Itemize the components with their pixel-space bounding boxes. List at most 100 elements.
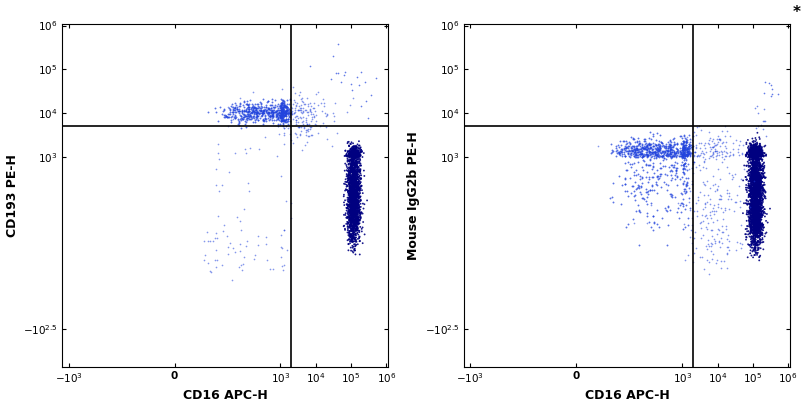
Point [341, 213, 354, 220]
Point [345, 200, 358, 207]
Point [747, 195, 760, 202]
Point [747, 217, 760, 224]
Point [345, 195, 358, 202]
Point [703, 155, 716, 161]
Point [747, 190, 760, 196]
Point [347, 167, 359, 174]
Point [350, 184, 363, 190]
Point [746, 175, 758, 182]
Point [663, 141, 676, 148]
Point [747, 183, 760, 190]
Point [750, 151, 763, 158]
Point [746, 216, 759, 223]
Point [350, 157, 363, 164]
Point [750, 192, 762, 198]
Point [748, 151, 761, 157]
Point [347, 190, 359, 196]
Point [751, 151, 764, 157]
Point [690, 142, 703, 149]
Point [752, 151, 765, 157]
Point [267, 104, 280, 110]
Point [347, 175, 359, 182]
Point [747, 209, 760, 215]
Point [343, 217, 356, 224]
Point [692, 193, 704, 200]
Point [747, 204, 760, 210]
Point [346, 191, 359, 197]
Point [743, 154, 756, 160]
Point [351, 141, 364, 148]
Point [750, 165, 763, 171]
Point [750, 147, 763, 153]
Point [748, 203, 761, 209]
Point [284, 112, 297, 119]
Point [746, 182, 758, 188]
Point [667, 144, 679, 150]
Point [758, 206, 771, 213]
Point [661, 148, 674, 154]
Point [242, 104, 255, 111]
Point [749, 195, 762, 201]
Point [268, 97, 281, 103]
Point [353, 193, 366, 200]
Point [347, 226, 359, 233]
Point [269, 114, 282, 120]
Point [750, 167, 763, 173]
Point [277, 131, 290, 138]
Point [751, 213, 764, 220]
Point [746, 190, 758, 196]
Point [210, 166, 222, 172]
Point [349, 177, 362, 183]
Point [344, 151, 357, 158]
Point [751, 186, 764, 192]
Point [713, 192, 726, 198]
Point [746, 153, 759, 160]
Point [750, 159, 762, 165]
Point [751, 150, 764, 157]
Point [750, 183, 763, 190]
Point [753, 189, 766, 196]
Point [351, 202, 364, 208]
Point [744, 151, 757, 158]
Point [755, 211, 768, 218]
Point [750, 165, 763, 171]
Point [343, 151, 355, 158]
Point [629, 149, 642, 155]
Point [740, 140, 753, 146]
Point [750, 211, 762, 218]
Point [351, 163, 364, 169]
Point [347, 153, 359, 160]
Point [751, 150, 764, 157]
Point [242, 107, 255, 114]
Point [639, 145, 652, 152]
Point [347, 156, 360, 163]
Point [674, 202, 687, 208]
Point [749, 218, 762, 224]
Point [350, 153, 363, 160]
Point [673, 153, 686, 160]
Point [753, 220, 766, 227]
Point [750, 182, 762, 189]
Point [758, 153, 771, 159]
Point [347, 200, 360, 206]
Point [750, 205, 762, 211]
Point [345, 153, 358, 160]
Point [743, 217, 756, 223]
Point [272, 107, 285, 113]
Point [607, 148, 620, 154]
Point [749, 212, 762, 219]
Point [749, 171, 762, 178]
Point [345, 199, 358, 205]
Point [347, 152, 359, 158]
Point [617, 138, 629, 144]
Point [749, 161, 762, 168]
Point [749, 197, 762, 204]
Point [343, 214, 355, 221]
Point [750, 175, 762, 181]
Point [750, 196, 763, 202]
Point [343, 158, 355, 164]
Point [755, 172, 768, 178]
Point [678, 151, 691, 157]
Point [340, 167, 353, 173]
Point [351, 224, 364, 231]
